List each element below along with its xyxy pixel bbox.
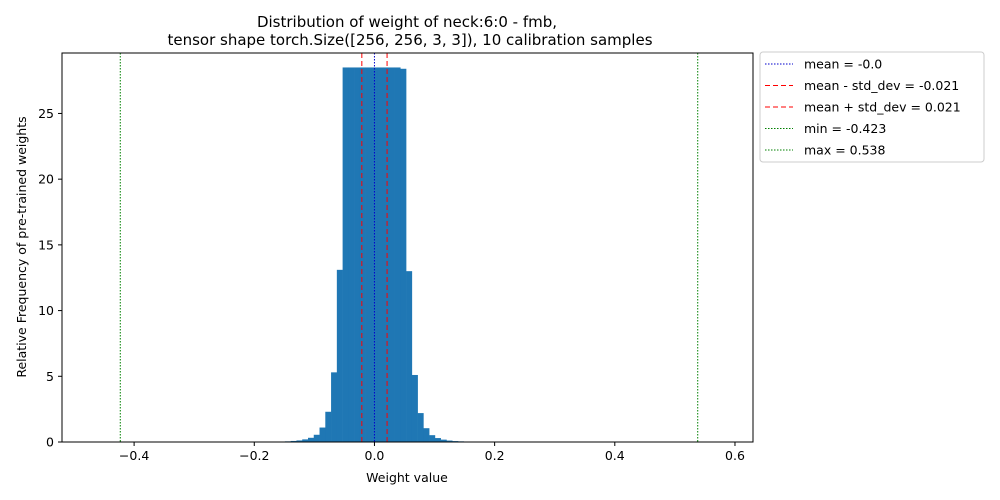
histogram-bar: [377, 67, 384, 443]
histogram-bar: [382, 67, 390, 443]
histogram-bar: [411, 374, 418, 442]
x-axis-label: Weight value: [366, 470, 448, 485]
x-tick-label: −0.4: [119, 448, 149, 463]
histogram-bar: [348, 67, 355, 443]
y-tick-label: 0: [46, 435, 54, 450]
histogram-bar: [290, 440, 297, 442]
histogram-bar: [423, 428, 430, 442]
y-axis-ticks: 0 5 10 15 20 25: [38, 106, 62, 450]
histogram-bar: [434, 438, 441, 442]
histogram-bar: [319, 427, 326, 442]
histogram-bar: [296, 440, 303, 442]
y-tick-label: 15: [38, 237, 54, 252]
y-tick-label: 25: [38, 106, 54, 121]
x-tick-label: 0.4: [605, 448, 625, 463]
y-tick-label: 10: [38, 303, 54, 318]
histogram-bar: [446, 440, 453, 442]
histogram-bar: [440, 439, 447, 442]
histogram-bar: [429, 435, 436, 442]
chart-title: Distribution of weight of neck:6:0 - fmb…: [257, 13, 557, 31]
legend-label: min = -0.423: [804, 121, 886, 136]
legend-items: mean = -0.0 mean - std_dev = -0.021 mean +…: [765, 57, 961, 158]
legend-label: mean = -0.0: [804, 57, 882, 72]
plot-area-frame: [61, 52, 754, 443]
y-axis-label: Relative Frequency of pre-trained weight…: [14, 116, 29, 377]
x-tick-label: 0.2: [485, 448, 505, 463]
reference-lines: [119, 53, 699, 442]
histogram-bar: [388, 67, 395, 443]
histogram-bar: [325, 411, 332, 442]
legend-label: max = 0.538: [804, 143, 885, 158]
histogram-bar: [417, 413, 424, 442]
x-tick-label: −0.2: [239, 448, 269, 463]
legend-label: mean + std_dev = 0.021: [804, 100, 961, 115]
histogram-bar: [400, 68, 407, 443]
histogram-bar: [342, 67, 349, 443]
histogram-bar: [394, 67, 401, 443]
y-tick-label: 20: [38, 172, 54, 187]
histogram-bar: [354, 67, 361, 443]
legend-frame: [759, 51, 985, 163]
histogram-bar: [302, 439, 309, 442]
histogram-bar: [313, 434, 320, 442]
y-tick-label: 5: [46, 369, 54, 384]
x-axis-ticks: −0.4 −0.2 0.0 0.2 0.4 0.6: [119, 442, 745, 463]
x-tick-label: 0.6: [725, 448, 745, 463]
legend: mean = -0.0 mean - std_dev = -0.021 mean +…: [759, 51, 985, 163]
histogram-bars: [261, 67, 482, 443]
histogram-bar: [406, 271, 413, 442]
histogram-bar: [359, 67, 366, 443]
chart-subtitle: tensor shape torch.Size([256, 256, 3, 3]…: [167, 31, 652, 49]
histogram-bar: [365, 67, 372, 443]
histogram-bar: [308, 437, 315, 442]
histogram-bar: [331, 372, 338, 442]
x-tick-label: 0.0: [365, 448, 385, 463]
legend-label: mean - std_dev = -0.021: [804, 78, 959, 93]
histogram-bar: [336, 269, 343, 442]
